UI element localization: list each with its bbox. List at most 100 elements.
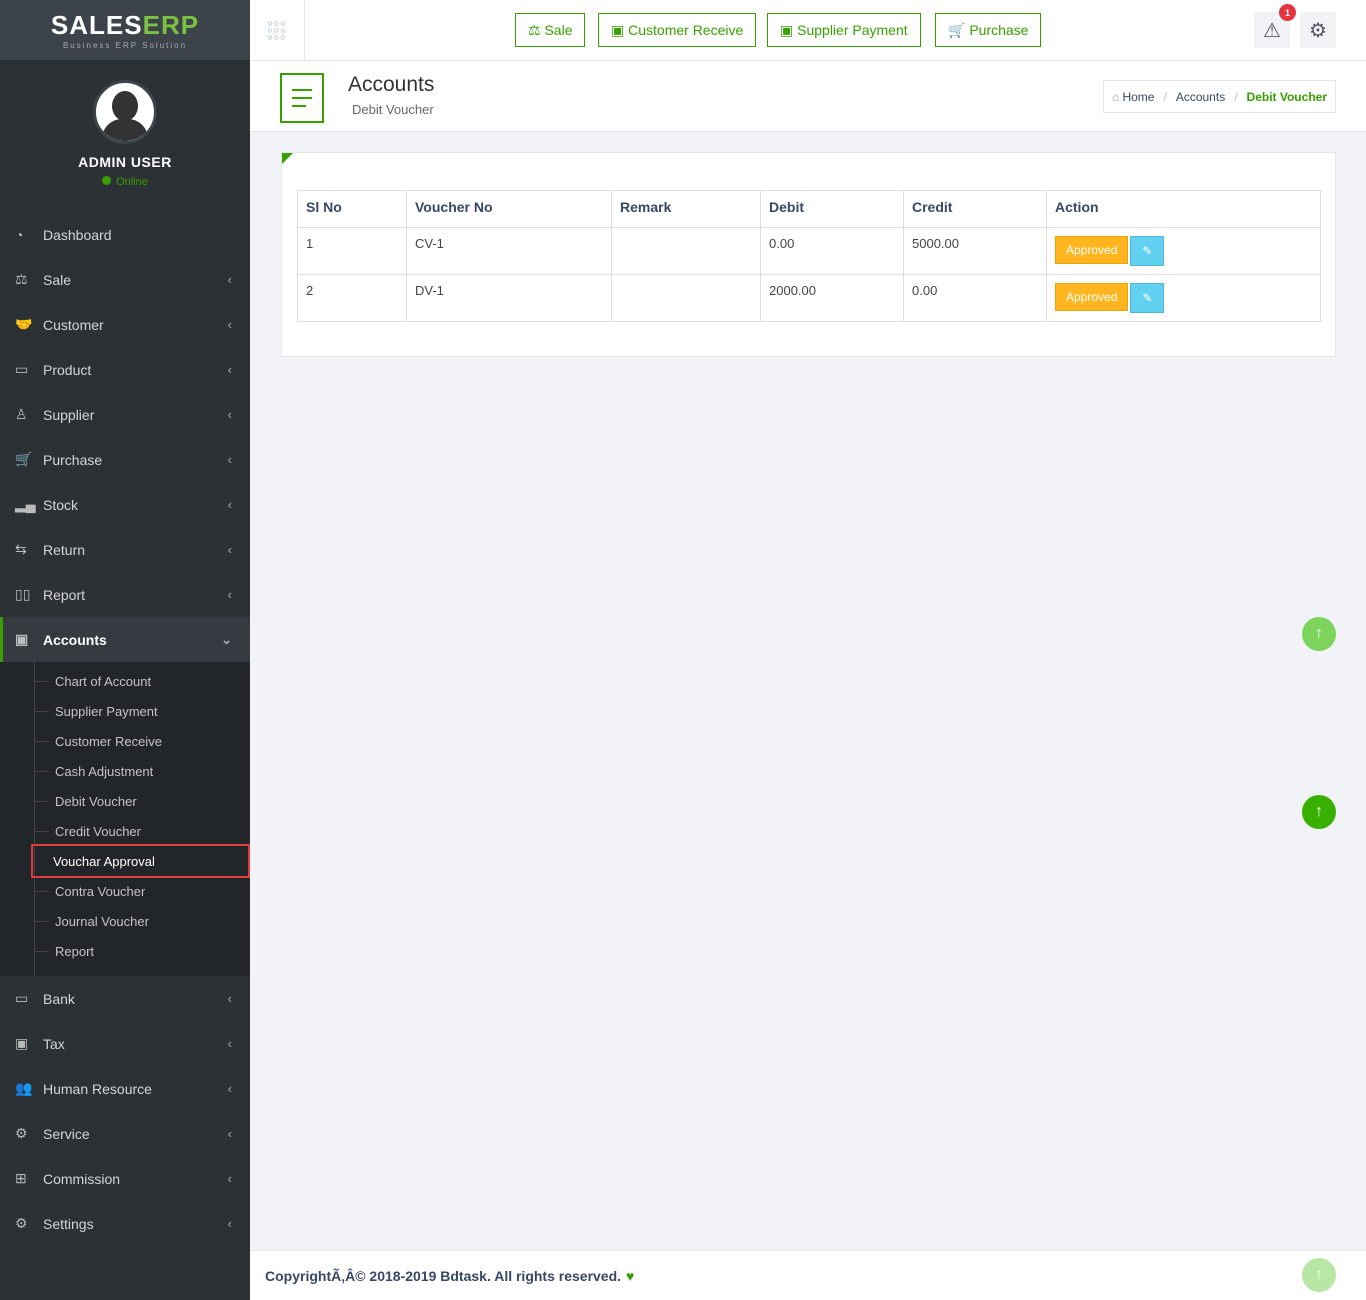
- settings-button[interactable]: ⚙: [1300, 12, 1336, 48]
- sidebar-item-label: Commission: [43, 1170, 121, 1187]
- sidebar-item-supplier[interactable]: ♙ Supplier ‹: [0, 392, 250, 437]
- money-icon: ▣: [780, 21, 798, 38]
- avatar: [93, 80, 157, 144]
- breadcrumb-home[interactable]: Home: [1122, 89, 1155, 104]
- status-text: Online: [116, 176, 148, 188]
- submenu-item-vouchar-approval[interactable]: Vouchar Approval: [31, 844, 250, 878]
- chevron-left-icon: ‹: [227, 1036, 232, 1051]
- sidebar-item-customer[interactable]: 🤝 Customer ‹: [0, 302, 250, 347]
- approved-button[interactable]: Approved: [1055, 283, 1129, 311]
- cell-action: Approved ✎: [1046, 274, 1321, 322]
- table-row: 2 DV-1 2000.00 0.00 Approved ✎: [297, 274, 1321, 322]
- submenu-item-credit-voucher[interactable]: Credit Voucher: [0, 816, 250, 846]
- breadcrumb-accounts[interactable]: Accounts: [1175, 89, 1226, 104]
- bank-icon: ▭: [15, 990, 29, 1006]
- sidebar-item-return[interactable]: ⇆ Return ‹: [0, 527, 250, 572]
- sidebar-item-stock[interactable]: ▂▄ Stock ‹: [0, 482, 250, 527]
- chevron-left-icon: ‹: [227, 587, 232, 602]
- cell-debit: 0.00: [760, 227, 904, 275]
- user-status: Online: [0, 176, 250, 188]
- sidebar-item-label: Supplier: [43, 406, 95, 423]
- quick-purchase-button[interactable]: 🛒 Purchase: [935, 13, 1042, 47]
- submenu-item-customer-receive[interactable]: Customer Receive: [0, 726, 250, 756]
- sidebar-item-label: Dashboard: [43, 226, 112, 243]
- scroll-top-button[interactable]: ↑: [1302, 795, 1336, 829]
- arrow-up-icon: ↑: [1315, 803, 1323, 820]
- sidebar-item-report[interactable]: ▯▯ Report ‹: [0, 572, 250, 617]
- clipboard-icon: [280, 73, 324, 123]
- sidebar-menu: ◔ Dashboard ⚖ Sale ‹ 🤝 Customer ‹ ▭ Product ‹ ♙ Supp…: [0, 212, 250, 1246]
- chevron-left-icon: ‹: [227, 1126, 232, 1141]
- breadcrumb: ⌂ Home / Accounts / Debit Voucher: [1102, 80, 1336, 113]
- logo[interactable]: SALESERP Business ERP Solution: [0, 0, 250, 60]
- accounts-submenu: Chart of Account Supplier Payment Customer…: [0, 662, 250, 976]
- quick-supplier-payment-button[interactable]: ▣ Supplier Payment: [767, 13, 921, 47]
- retweet-icon: ⇆: [15, 541, 27, 557]
- sidebar-item-label: Sale: [43, 271, 72, 288]
- sidebar-item-commission[interactable]: ⊞ Commission ‹: [0, 1156, 250, 1201]
- sidebar: SALESERP Business ERP Solution ADMIN USE…: [0, 0, 250, 1300]
- submenu-item-debit-voucher[interactable]: Debit Voucher: [0, 786, 250, 816]
- submenu-item-journal-voucher[interactable]: Journal Voucher: [0, 906, 250, 936]
- edit-button[interactable]: ✎: [1130, 236, 1165, 266]
- submenu-item-report[interactable]: Report: [0, 936, 250, 966]
- notifications-button[interactable]: ⚠ 1: [1254, 4, 1296, 48]
- button-label: Purchase: [969, 22, 1029, 38]
- sidebar-item-service[interactable]: ⚙ Service ‹: [0, 1111, 250, 1156]
- sidebar-item-product[interactable]: ▭ Product ‹: [0, 347, 250, 392]
- sidebar-item-label: Service: [43, 1125, 90, 1142]
- user-name: ADMIN USER: [78, 154, 172, 170]
- scroll-up-button[interactable]: ↑: [1302, 617, 1336, 651]
- sidebar-item-purchase[interactable]: 🛒 Purchase ‹: [0, 437, 250, 482]
- users-icon: 👥: [15, 1080, 33, 1096]
- cell-remark: [611, 227, 761, 275]
- sidebar-item-bank[interactable]: ▭ Bank ‹: [0, 976, 250, 1021]
- submenu-item-contra-voucher[interactable]: Contra Voucher: [0, 876, 250, 906]
- footer: CopyrightÃ‚Â© 2018-2019 Bdtask. All righ…: [250, 1250, 1366, 1300]
- top-navbar: ○○○ ○○○ ○○○ ⚖ Sale ▣ Customer Receive ▣ Su…: [250, 0, 1366, 61]
- chevron-left-icon: ‹: [227, 362, 232, 377]
- chevron-down-icon: ⌄: [221, 631, 232, 647]
- sidebar-item-label: Tax: [43, 1035, 65, 1052]
- sidebar-item-sale[interactable]: ⚖ Sale ‹: [0, 257, 250, 302]
- quick-sale-button[interactable]: ⚖ Sale: [515, 13, 586, 47]
- approved-button[interactable]: Approved: [1055, 236, 1129, 264]
- bag-icon: ▭: [15, 361, 29, 377]
- card-corner: [282, 153, 293, 164]
- edit-icon: ✎: [1142, 244, 1153, 258]
- arrow-up-icon: ↑: [1315, 1266, 1323, 1283]
- breadcrumb-current: Debit Voucher: [1246, 89, 1327, 104]
- submenu-item-chart-of-account[interactable]: Chart of Account: [0, 666, 250, 696]
- button-label: Supplier Payment: [797, 22, 908, 38]
- sidebar-item-human-resource[interactable]: 👥 Human Resource ‹: [0, 1066, 250, 1111]
- grid-icon: ⊞: [15, 1170, 27, 1186]
- cell-action: Approved ✎: [1046, 227, 1321, 275]
- sidebar-item-settings[interactable]: ⚙ Settings ‹: [0, 1201, 250, 1246]
- sidebar-item-label: Stock: [43, 496, 79, 513]
- cart-icon: 🛒: [15, 451, 33, 467]
- cell-remark: [611, 274, 761, 322]
- cell-voucher: DV-1: [406, 274, 612, 322]
- edit-icon: ✎: [1142, 291, 1153, 305]
- money-icon: ▣: [15, 631, 29, 647]
- sidebar-item-label: Accounts: [43, 631, 107, 648]
- footer-scroll-up-button[interactable]: ↑: [1302, 1258, 1336, 1292]
- notification-badge: 1: [1279, 4, 1296, 21]
- submenu-item-cash-adjustment[interactable]: Cash Adjustment: [0, 756, 250, 786]
- edit-button[interactable]: ✎: [1130, 283, 1165, 313]
- quick-customer-receive-button[interactable]: ▣ Customer Receive: [598, 13, 757, 47]
- balance-scale-icon: ⚖: [15, 271, 28, 287]
- submenu-item-supplier-payment[interactable]: Supplier Payment: [0, 696, 250, 726]
- sidebar-item-tax[interactable]: ▣ Tax ‹: [0, 1021, 250, 1066]
- arrow-up-icon: ↑: [1315, 625, 1323, 642]
- money-icon: ▣: [15, 1035, 29, 1051]
- apps-grid-icon[interactable]: ○○○ ○○○ ○○○: [250, 0, 305, 60]
- cell-sl: 2: [297, 274, 407, 322]
- logo-accent: ERP: [142, 10, 200, 40]
- logo-text: SALES: [50, 10, 143, 40]
- sidebar-item-label: Settings: [43, 1215, 94, 1232]
- sidebar-item-dashboard[interactable]: ◔ Dashboard: [0, 212, 250, 257]
- logo-tagline: Business ERP Solution: [62, 41, 188, 50]
- chevron-left-icon: ‹: [227, 317, 232, 332]
- sidebar-item-accounts[interactable]: ▣ Accounts ⌄: [0, 617, 250, 662]
